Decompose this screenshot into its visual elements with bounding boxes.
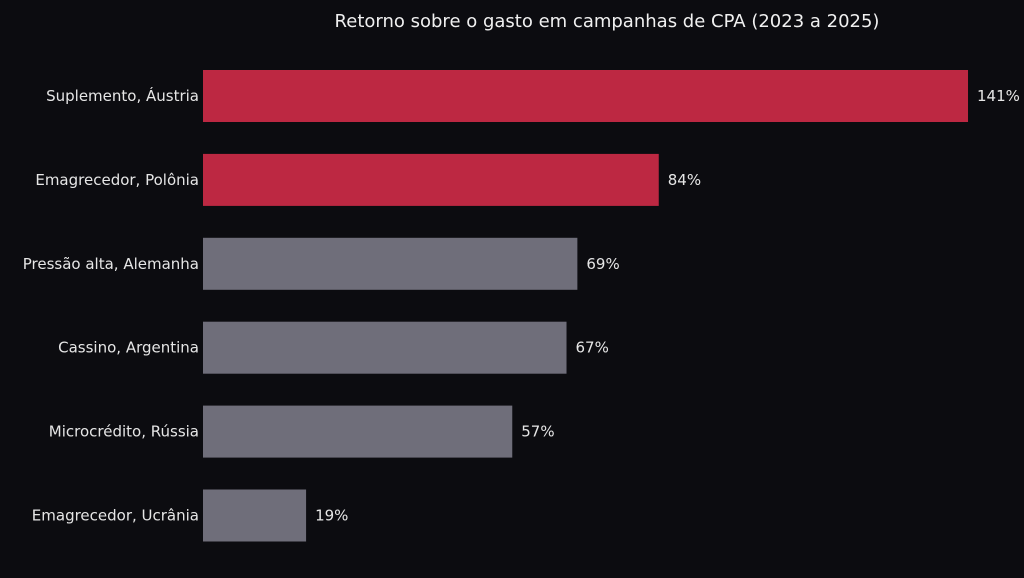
- bar: [203, 405, 513, 458]
- bar: [203, 70, 969, 122]
- bar: [203, 153, 659, 206]
- value-label: 84%: [668, 171, 701, 189]
- category-label: Emagrecedor, Ucrânia: [32, 507, 199, 525]
- value-label: 69%: [586, 255, 619, 273]
- bars-group: Suplemento, Áustria 141% Emagrecedor, Polô…: [23, 70, 1020, 542]
- bar: [203, 489, 307, 542]
- value-label: 67%: [576, 339, 609, 357]
- value-label: 19%: [315, 507, 348, 525]
- value-label: 141%: [977, 87, 1020, 105]
- category-label: Suplemento, Áustria: [46, 86, 199, 105]
- bar: [203, 321, 567, 374]
- chart-title: Retorno sobre o gasto em campanhas de CP…: [335, 11, 880, 32]
- value-label: 57%: [521, 423, 554, 441]
- category-label: Cassino, Argentina: [58, 339, 199, 357]
- category-label: Pressão alta, Alemanha: [23, 255, 199, 273]
- bar: [203, 237, 578, 290]
- category-label: Microcrédito, Rússia: [49, 423, 199, 441]
- category-label: Emagrecedor, Polônia: [35, 171, 199, 189]
